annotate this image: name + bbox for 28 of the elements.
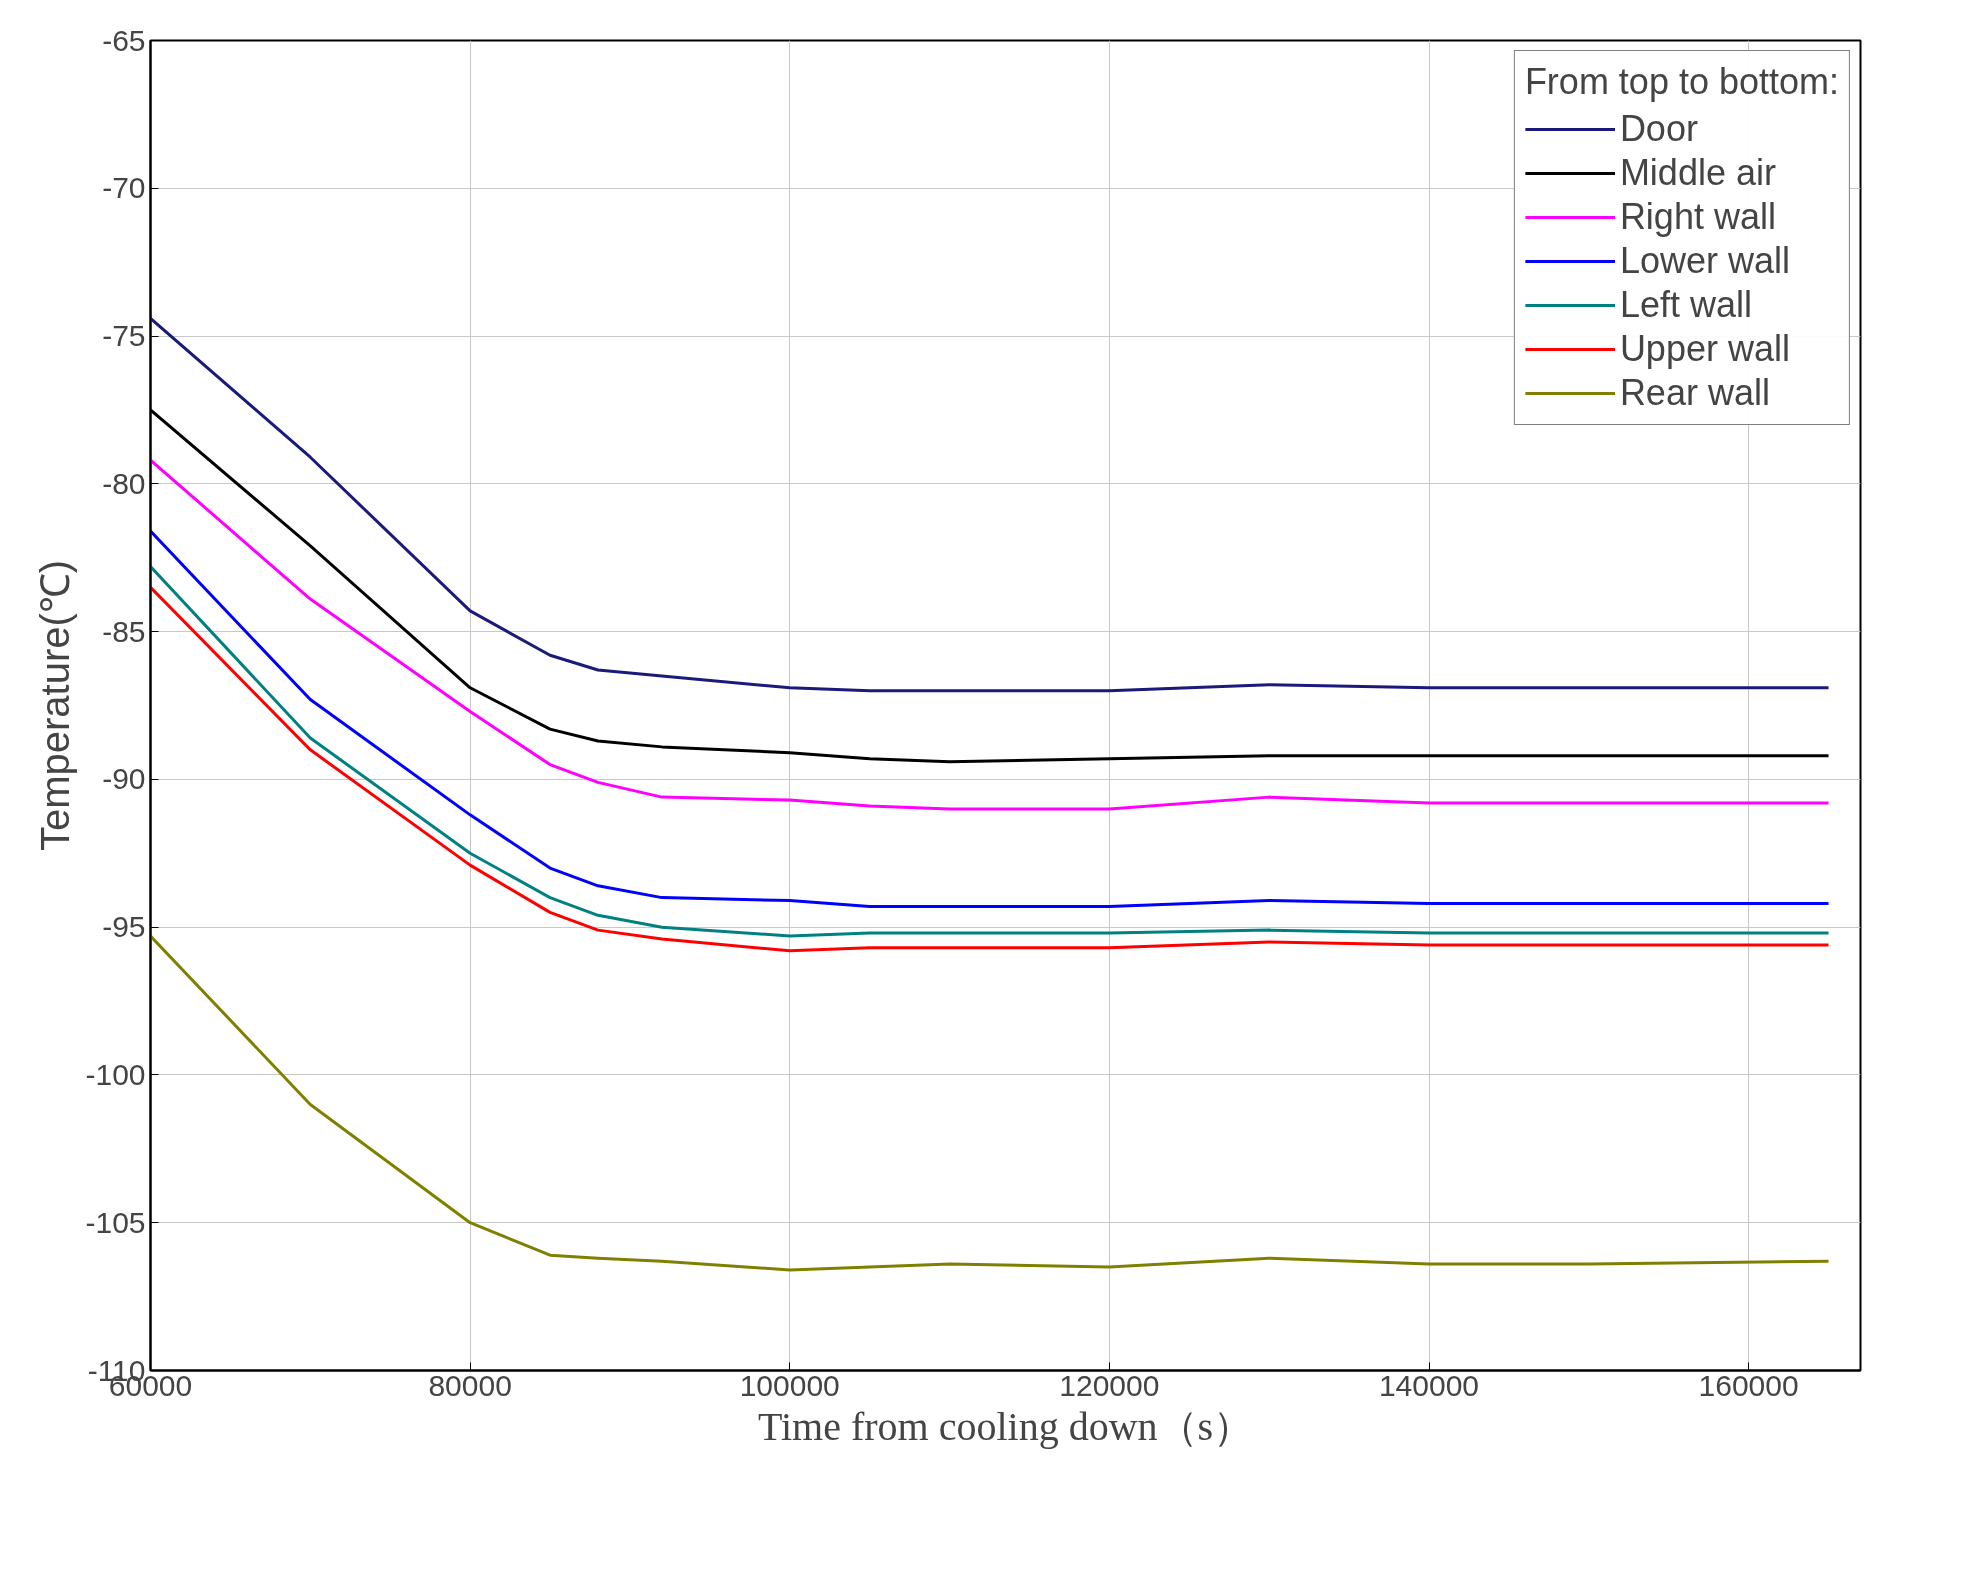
y-tick-label: -100 xyxy=(85,1057,146,1091)
legend-label: Right wall xyxy=(1619,196,1776,238)
y-axis-title: Temperature(℃) xyxy=(33,559,78,852)
x-axis-title: Time from cooling down（s） xyxy=(757,1403,1254,1449)
y-tick-label: -90 xyxy=(102,762,146,796)
y-tick-label: -95 xyxy=(102,910,146,944)
legend-label: Middle air xyxy=(1619,152,1776,194)
line-series xyxy=(150,316,1831,693)
y-tick-label: -105 xyxy=(85,1205,146,1239)
y-tick-label: -65 xyxy=(102,23,146,57)
line-series xyxy=(150,529,1831,908)
y-tick-label: -85 xyxy=(102,614,146,648)
x-tick-label: 140000 xyxy=(1378,1368,1480,1402)
legend-label: Left wall xyxy=(1619,284,1752,326)
y-tick-label: -80 xyxy=(102,466,146,500)
x-tick-label: 160000 xyxy=(1698,1368,1799,1402)
legend-label: Upper wall xyxy=(1619,328,1790,370)
legend-label: Rear wall xyxy=(1619,372,1770,414)
x-tick-label: 80000 xyxy=(428,1368,512,1402)
line-series xyxy=(150,934,1831,1272)
legend-title: From top to bottom: xyxy=(1524,61,1839,103)
y-tick-label: -75 xyxy=(102,319,146,353)
line-series xyxy=(150,458,1831,811)
legend-label: Lower wall xyxy=(1619,240,1790,282)
legend-label: Door xyxy=(1619,108,1698,150)
y-tick-label: -70 xyxy=(102,171,146,205)
x-tick-label: 120000 xyxy=(1059,1368,1160,1402)
x-tick-label: 100000 xyxy=(739,1368,840,1402)
